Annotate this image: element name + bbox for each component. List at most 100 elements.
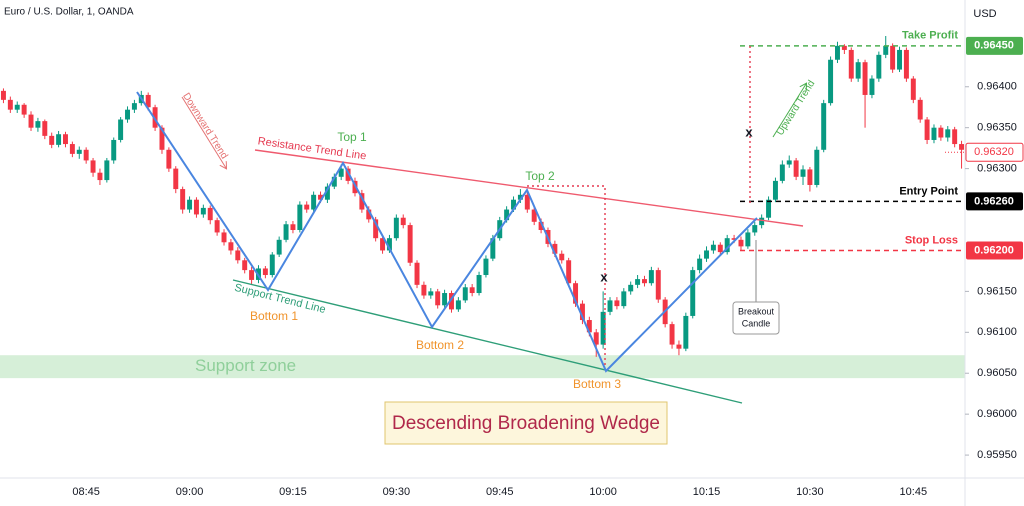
- candle-body: [125, 109, 130, 120]
- candle-body: [166, 149, 172, 169]
- level-name: Take Profit: [902, 30, 958, 42]
- candle-body: [807, 169, 813, 185]
- candle-body: [262, 268, 268, 276]
- candle-body: [952, 129, 958, 145]
- candle-body: [483, 258, 489, 276]
- candle-body: [759, 217, 765, 226]
- candle-body: [786, 160, 792, 165]
- candle-body: [490, 238, 496, 259]
- annotation: Upward Trend: [775, 79, 818, 138]
- zigzag: [136, 91, 758, 373]
- candle-body: [814, 149, 820, 185]
- candle-body: [835, 45, 840, 60]
- candle-body: [745, 232, 751, 247]
- candle-body: [0, 90, 6, 100]
- candle-body: [883, 45, 889, 55]
- candle-body: [566, 260, 572, 284]
- candle-body: [779, 164, 785, 181]
- candle-body: [187, 199, 193, 210]
- level-name: Entry Point: [899, 185, 958, 197]
- candle-body: [21, 104, 27, 115]
- x-tick-label: 10:30: [796, 486, 824, 498]
- candle-body: [14, 104, 20, 110]
- candle-body: [655, 270, 661, 300]
- candle-body: [697, 258, 703, 271]
- candle-body: [931, 127, 937, 140]
- candle-body: [159, 127, 165, 150]
- candle-body: [331, 176, 337, 187]
- candle-body: [69, 144, 75, 154]
- candle-body: [111, 139, 117, 161]
- candle-body: [145, 94, 151, 108]
- candle-body: [366, 209, 372, 220]
- x-tick-label: 10:15: [693, 486, 721, 498]
- zone-label: Support zone: [195, 356, 296, 375]
- candle-body: [228, 242, 234, 251]
- pattern-title: Descending Broadening Wedge: [392, 413, 660, 434]
- candle-body: [283, 224, 289, 240]
- price-badge: [966, 241, 1023, 260]
- candle-body: [83, 149, 89, 161]
- candle-body: [669, 324, 675, 345]
- y-tick-label: 0.96400: [977, 81, 1017, 93]
- candle-body: [628, 284, 634, 292]
- price-badge-label: 0.96450: [974, 40, 1014, 52]
- candle-body: [676, 344, 682, 349]
- candle-body: [552, 243, 558, 254]
- support-line: [232, 279, 743, 404]
- candle-body: [42, 121, 48, 136]
- x-tick-label: 10:00: [589, 486, 617, 498]
- candle-body: [359, 193, 365, 210]
- y-tick-label: 0.96100: [977, 326, 1017, 338]
- trend-arrow: [772, 84, 806, 138]
- candle-body: [49, 135, 55, 145]
- candle-body: [35, 121, 41, 128]
- candle-body: [717, 244, 723, 253]
- x-tick-label: 10:45: [900, 486, 928, 498]
- candle-body: [386, 238, 392, 251]
- candle-body: [311, 194, 317, 210]
- price-badge-label: 0.96320: [974, 146, 1014, 158]
- support-zone: [0, 355, 965, 379]
- candle-body: [7, 99, 13, 110]
- candle-body: [318, 194, 323, 200]
- candle-body: [435, 291, 441, 306]
- x-tick-label: 09:45: [486, 486, 514, 498]
- candle-body: [469, 287, 475, 294]
- price-badge: [965, 142, 1024, 162]
- annotation: x: [600, 269, 608, 284]
- annotation: Top 2: [525, 169, 555, 183]
- pattern-box: [384, 401, 668, 445]
- candle-body: [704, 250, 709, 259]
- candle-body: [869, 78, 875, 95]
- candle-body: [193, 199, 199, 215]
- candle-body: [90, 160, 96, 173]
- candle-body: [683, 315, 689, 349]
- candle-body: [642, 279, 647, 284]
- y-axis-label: USD: [973, 8, 996, 20]
- candle-body: [455, 300, 461, 310]
- candle-body: [414, 262, 420, 285]
- candle-body: [276, 239, 282, 255]
- candle-body: [772, 180, 778, 200]
- candle-body: [862, 62, 868, 95]
- candle-body: [607, 300, 613, 312]
- candle-body: [538, 221, 544, 230]
- price-badge: [966, 192, 1023, 211]
- candle-body: [373, 219, 379, 239]
- candle-body: [959, 144, 965, 150]
- y-tick-label: 0.95950: [977, 449, 1017, 461]
- candle-body: [793, 160, 799, 177]
- candle-body: [76, 149, 82, 154]
- candle-body: [593, 332, 599, 345]
- candle-body: [104, 160, 110, 181]
- candle-body: [828, 59, 834, 104]
- candle-body: [221, 232, 227, 243]
- annotation: Top 1: [337, 130, 367, 144]
- y-tick-label: 0.96050: [977, 367, 1017, 379]
- candle-body: [56, 134, 62, 145]
- candle-body: [118, 119, 124, 140]
- x-tick-label: 09:00: [176, 486, 204, 498]
- candle-body: [442, 293, 448, 306]
